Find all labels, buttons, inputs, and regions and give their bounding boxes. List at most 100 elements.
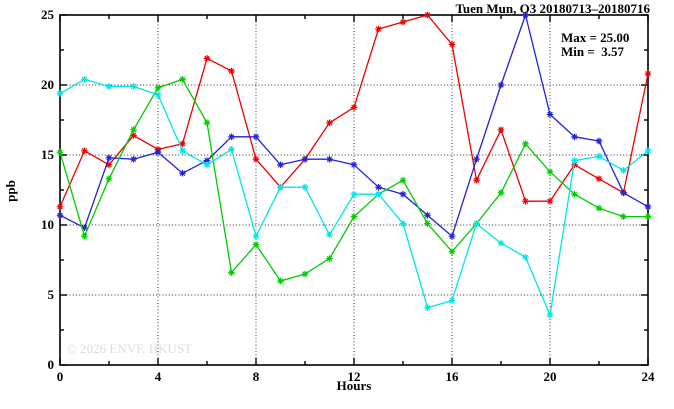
- data-point-marker-day-4-cyan: [81, 76, 88, 83]
- data-point-marker-day-2-blue: [399, 190, 407, 198]
- data-point-marker-day-2-blue: [546, 111, 554, 118]
- data-point-marker-day-1-red: [179, 140, 186, 148]
- y-tick-label: 0: [47, 357, 55, 372]
- data-point-marker-day-3-green: [326, 255, 333, 262]
- data-point-marker-day-1-red: [375, 25, 382, 33]
- min-annotation: Min = 3.57: [561, 44, 625, 59]
- x-tick-label: 4: [154, 369, 162, 384]
- data-point-marker-day-3-green: [277, 277, 284, 285]
- data-point-marker-day-4-cyan: [179, 147, 186, 155]
- y-tick-label: 10: [41, 217, 54, 232]
- data-point-marker-day-2-blue: [424, 211, 431, 219]
- data-point-marker-day-3-green: [154, 84, 162, 92]
- x-tick-label: 12: [347, 369, 361, 384]
- chart-title: Tuen Mun, O3 20180713–20180716: [455, 1, 650, 16]
- data-point-marker-day-2-blue: [277, 161, 284, 169]
- data-point-marker-day-4-cyan: [448, 297, 456, 304]
- data-point-marker-day-2-blue: [179, 169, 186, 177]
- data-point-marker-day-2-blue: [473, 155, 480, 163]
- data-point-marker-day-3-green: [301, 270, 309, 278]
- data-point-marker-day-4-cyan: [105, 83, 113, 90]
- data-point-marker-day-4-cyan: [203, 161, 211, 169]
- data-point-marker-day-2-blue: [497, 81, 505, 89]
- data-point-marker-day-4-cyan: [252, 232, 260, 240]
- data-point-marker-day-3-green: [130, 126, 137, 134]
- watermark-text: © 2026 ENVF, HKUST: [67, 341, 193, 356]
- x-tick-label: 20: [543, 369, 557, 384]
- data-point-marker-day-3-green: [228, 269, 235, 276]
- data-point-marker-day-4-cyan: [620, 167, 627, 174]
- data-point-marker-day-2-blue: [644, 203, 652, 211]
- data-point-marker-day-3-green: [497, 189, 505, 197]
- data-point-marker-day-1-red: [350, 104, 358, 111]
- data-point-marker-day-1-red: [546, 197, 554, 205]
- data-point-marker-day-4-cyan: [473, 220, 480, 227]
- data-point-marker-day-4-cyan: [399, 220, 407, 227]
- data-point-marker-day-1-red: [424, 11, 431, 19]
- data-point-marker-day-4-cyan: [644, 147, 652, 155]
- data-point-marker-day-1-red: [473, 176, 480, 184]
- y-tick-label: 15: [41, 147, 54, 162]
- data-point-marker-day-2-blue: [448, 232, 456, 240]
- y-tick-label: 20: [41, 77, 54, 92]
- plot-frame: [59, 14, 649, 366]
- data-point-marker-day-4-cyan: [571, 157, 578, 164]
- x-tick-label: 24: [641, 369, 655, 384]
- x-tick-label: 8: [252, 369, 260, 384]
- data-point-marker-day-2-blue: [595, 137, 603, 145]
- max-min-annotation: Max = 25.00 Min = 3.57: [561, 31, 629, 59]
- data-point-marker-day-3-green: [424, 220, 431, 227]
- data-point-marker-day-4-cyan: [595, 153, 603, 160]
- data-point-marker-day-1-red: [595, 175, 603, 183]
- data-point-marker-day-3-green: [105, 175, 113, 183]
- data-point-marker-day-2-blue: [620, 189, 627, 197]
- data-point-marker-day-3-green: [448, 248, 456, 255]
- series-line-day-1-red: [59, 14, 649, 208]
- max-annotation: Max = 25.00: [561, 30, 630, 45]
- data-point-marker-day-3-green: [522, 140, 529, 148]
- data-point-marker-day-1-red: [399, 18, 407, 26]
- x-tick-label: 16: [445, 369, 459, 384]
- data-point-marker-day-1-red: [203, 55, 211, 62]
- x-tick-label: 0: [56, 369, 64, 384]
- data-point-marker-day-3-green: [179, 76, 186, 83]
- data-point-marker-day-3-green: [595, 204, 603, 212]
- data-point-marker-day-2-blue: [301, 155, 309, 163]
- x-axis-title: Hours: [336, 378, 372, 393]
- y-tick-label: 5: [47, 287, 55, 302]
- data-point-marker-day-4-cyan: [350, 190, 358, 198]
- data-point-marker-day-4-cyan: [546, 311, 554, 319]
- data-point-marker-day-3-green: [56, 148, 64, 156]
- data-point-marker-day-4-cyan: [326, 231, 333, 239]
- data-point-marker-day-2-blue: [350, 161, 358, 169]
- data-point-marker-day-3-green: [81, 232, 88, 240]
- data-point-marker-day-1-red: [448, 41, 456, 48]
- data-point-marker-day-2-blue: [522, 11, 529, 19]
- data-point-marker-day-1-red: [252, 155, 260, 163]
- data-point-marker-day-3-green: [350, 213, 358, 220]
- data-point-marker-day-4-cyan: [375, 190, 382, 198]
- data-point-marker-day-1-red: [56, 203, 64, 211]
- series-line-day-2-blue: [59, 14, 649, 237]
- y-axis-title: ppb: [3, 180, 18, 202]
- data-point-marker-day-4-cyan: [228, 146, 235, 153]
- data-point-marker-day-3-green: [399, 176, 407, 184]
- data-point-marker-day-4-cyan: [301, 183, 309, 191]
- data-point-marker-day-3-green: [546, 168, 554, 176]
- data-point-marker-day-1-red: [228, 67, 235, 75]
- data-point-marker-day-1-red: [644, 70, 652, 78]
- data-point-marker-day-3-green: [571, 190, 578, 198]
- data-point-marker-day-3-green: [252, 241, 260, 248]
- data-point-marker-day-2-blue: [228, 133, 235, 141]
- data-point-marker-day-1-red: [522, 197, 529, 205]
- data-point-marker-day-4-cyan: [154, 91, 162, 99]
- data-point-marker-day-4-cyan: [522, 253, 529, 261]
- data-point-marker-day-2-blue: [56, 211, 64, 219]
- data-point-marker-day-3-green: [644, 213, 652, 220]
- data-point-marker-day-3-green: [620, 213, 627, 220]
- data-point-marker-day-4-cyan: [130, 83, 137, 90]
- data-point-marker-day-4-cyan: [277, 183, 284, 191]
- data-point-marker-day-2-blue: [130, 155, 137, 163]
